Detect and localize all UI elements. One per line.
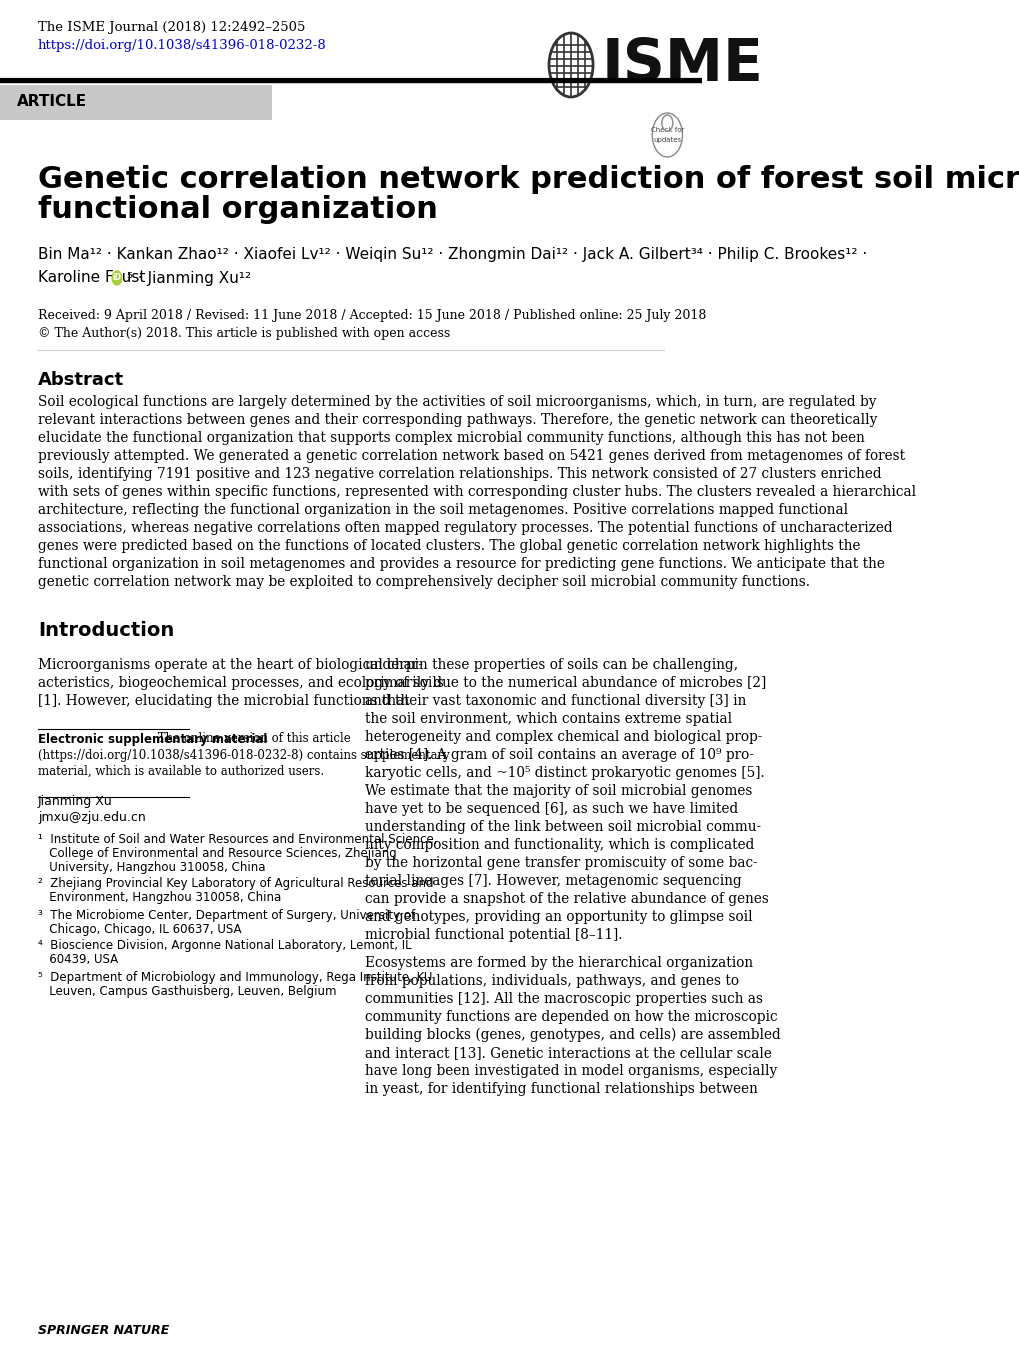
Text: underpin these properties of soils can be challenging,: underpin these properties of soils can b… [364, 659, 737, 672]
Text: (https://doi.org/10.1038/s41396-018-0232-8) contains supplementary: (https://doi.org/10.1038/s41396-018-0232… [38, 748, 449, 762]
Text: microbial functional potential [8–11].: microbial functional potential [8–11]. [364, 928, 622, 942]
Text: relevant interactions between genes and their corresponding pathways. Therefore,: relevant interactions between genes and … [38, 413, 876, 427]
Text: acteristics, biogeochemical processes, and ecology of soils: acteristics, biogeochemical processes, a… [38, 676, 443, 690]
Text: karyotic cells, and ~10⁵ distinct prokaryotic genomes [5].: karyotic cells, and ~10⁵ distinct prokar… [364, 766, 763, 780]
Text: Ecosystems are formed by the hierarchical organization: Ecosystems are formed by the hierarchica… [364, 957, 752, 970]
Text: and their vast taxonomic and functional diversity [3] in: and their vast taxonomic and functional … [364, 694, 745, 709]
Text: updates: updates [652, 137, 681, 144]
Text: Soil ecological functions are largely determined by the activities of soil micro: Soil ecological functions are largely de… [38, 396, 875, 409]
Text: have long been investigated in model organisms, especially: have long been investigated in model org… [364, 1064, 776, 1079]
Text: ¹  Institute of Soil and Water Resources and Environmental Science,: ¹ Institute of Soil and Water Resources … [38, 832, 437, 846]
Text: Bin Ma¹² · Kankan Zhao¹² · Xiaofei Lv¹² · Weiqin Su¹² · Zhongmin Dai¹² · Jack A.: Bin Ma¹² · Kankan Zhao¹² · Xiaofei Lv¹² … [38, 248, 866, 263]
Text: have yet to be sequenced [6], as such we have limited: have yet to be sequenced [6], as such we… [364, 802, 737, 816]
Text: with sets of genes within specific functions, represented with corresponding clu: with sets of genes within specific funct… [38, 485, 915, 499]
Text: The ISME Journal (2018) 12:2492–2505: The ISME Journal (2018) 12:2492–2505 [38, 22, 305, 34]
Text: from populations, individuals, pathways, and genes to: from populations, individuals, pathways,… [364, 974, 738, 988]
Text: ³  The Microbiome Center, Department of Surgery, University of: ³ The Microbiome Center, Department of S… [38, 908, 415, 921]
Text: nity composition and functionality, which is complicated: nity composition and functionality, whic… [364, 837, 753, 852]
Text: elucidate the functional organization that supports complex microbial community : elucidate the functional organization th… [38, 431, 864, 444]
Text: can provide a snapshot of the relative abundance of genes: can provide a snapshot of the relative a… [364, 892, 767, 906]
Text: by the horizontal gene transfer promiscuity of some bac-: by the horizontal gene transfer promiscu… [364, 856, 757, 870]
Text: 60439, USA: 60439, USA [38, 954, 118, 966]
Text: Environment, Hangzhou 310058, China: Environment, Hangzhou 310058, China [38, 892, 281, 905]
Text: and genotypes, providing an opportunity to glimpse soil: and genotypes, providing an opportunity … [364, 911, 752, 924]
Text: ⁴  Bioscience Division, Argonne National Laboratory, Lemont, IL: ⁴ Bioscience Division, Argonne National … [38, 939, 411, 953]
Text: Leuven, Campus Gasthuisberg, Leuven, Belgium: Leuven, Campus Gasthuisberg, Leuven, Bel… [38, 985, 336, 997]
Text: associations, whereas negative correlations often mapped regulatory processes. T: associations, whereas negative correlati… [38, 522, 892, 535]
Text: The online version of this article: The online version of this article [154, 733, 351, 745]
Text: material, which is available to authorized users.: material, which is available to authoriz… [38, 764, 324, 778]
Text: Introduction: Introduction [38, 621, 174, 640]
Text: genes were predicted based on the functions of located clusters. The global gene: genes were predicted based on the functi… [38, 539, 859, 553]
Text: communities [12]. All the macroscopic properties such as: communities [12]. All the macroscopic pr… [364, 992, 762, 1005]
Text: architecture, reflecting the functional organization in the soil metagenomes. Po: architecture, reflecting the functional … [38, 503, 847, 518]
Text: Genetic correlation network prediction of forest soil microbial: Genetic correlation network prediction o… [38, 165, 1019, 195]
Text: SPRINGER NATURE: SPRINGER NATURE [38, 1324, 169, 1336]
Text: jmxu@zju.edu.cn: jmxu@zju.edu.cn [38, 812, 146, 824]
Text: ²  Zhejiang Provincial Key Laboratory of Agricultural Resources and: ² Zhejiang Provincial Key Laboratory of … [38, 878, 433, 890]
Text: community functions are depended on how the microscopic: community functions are depended on how … [364, 1009, 776, 1024]
Text: iD: iD [112, 274, 121, 282]
Text: heterogeneity and complex chemical and biological prop-: heterogeneity and complex chemical and b… [364, 730, 761, 744]
Text: previously attempted. We generated a genetic correlation network based on 5421 g: previously attempted. We generated a gen… [38, 449, 904, 463]
Text: Chicago, Chicago, IL 60637, USA: Chicago, Chicago, IL 60637, USA [38, 923, 242, 935]
Text: in yeast, for identifying functional relationships between: in yeast, for identifying functional rel… [364, 1083, 757, 1096]
Text: functional organization: functional organization [38, 195, 437, 225]
Text: the soil environment, which contains extreme spatial: the soil environment, which contains ext… [364, 711, 731, 726]
Text: College of Environmental and Resource Sciences, Zhejiang: College of Environmental and Resource Sc… [38, 847, 396, 859]
Text: Abstract: Abstract [38, 371, 124, 389]
Text: understanding of the link between soil microbial commu-: understanding of the link between soil m… [364, 820, 760, 833]
Text: building blocks (genes, genotypes, and cells) are assembled: building blocks (genes, genotypes, and c… [364, 1028, 780, 1042]
Text: Karoline Faust: Karoline Faust [38, 271, 145, 286]
Text: Electronic supplementary material: Electronic supplementary material [38, 733, 267, 745]
Circle shape [112, 271, 121, 285]
Text: © The Author(s) 2018. This article is published with open access: © The Author(s) 2018. This article is pu… [38, 327, 449, 340]
Text: Jianming Xu: Jianming Xu [38, 795, 112, 809]
Text: We estimate that the majority of soil microbial genomes: We estimate that the majority of soil mi… [364, 785, 751, 798]
Text: primarily due to the numerical abundance of microbes [2]: primarily due to the numerical abundance… [364, 676, 765, 690]
Text: ⁵ · Jianming Xu¹²: ⁵ · Jianming Xu¹² [127, 271, 251, 286]
Text: Microorganisms operate at the heart of biological char-: Microorganisms operate at the heart of b… [38, 659, 422, 672]
Text: and interact [13]. Genetic interactions at the cellular scale: and interact [13]. Genetic interactions … [364, 1046, 770, 1060]
Text: soils, identifying 7191 positive and 123 negative correlation relationships. Thi: soils, identifying 7191 positive and 123… [38, 467, 880, 481]
Text: https://doi.org/10.1038/s41396-018-0232-8: https://doi.org/10.1038/s41396-018-0232-… [38, 38, 326, 51]
Text: erties [4]. A gram of soil contains an average of 10⁹ pro-: erties [4]. A gram of soil contains an a… [364, 748, 753, 762]
Text: [1]. However, elucidating the microbial functions that: [1]. However, elucidating the microbial … [38, 694, 410, 709]
Text: terial lineages [7]. However, metagenomic sequencing: terial lineages [7]. However, metagenomi… [364, 874, 741, 888]
Text: functional organization in soil metagenomes and provides a resource for predicti: functional organization in soil metageno… [38, 557, 883, 570]
Text: ISME: ISME [601, 37, 763, 93]
Text: Check for: Check for [650, 127, 684, 133]
Text: ⁵  Department of Microbiology and Immunology, Rega Institute, KU: ⁵ Department of Microbiology and Immunol… [38, 970, 432, 984]
Text: ARTICLE: ARTICLE [17, 95, 88, 110]
Text: University, Hangzhou 310058, China: University, Hangzhou 310058, China [38, 860, 265, 874]
Text: Received: 9 April 2018 / Revised: 11 June 2018 / Accepted: 15 June 2018 / Publis: Received: 9 April 2018 / Revised: 11 Jun… [38, 309, 705, 321]
FancyBboxPatch shape [0, 85, 271, 121]
Text: genetic correlation network may be exploited to comprehensively decipher soil mi: genetic correlation network may be explo… [38, 575, 809, 589]
